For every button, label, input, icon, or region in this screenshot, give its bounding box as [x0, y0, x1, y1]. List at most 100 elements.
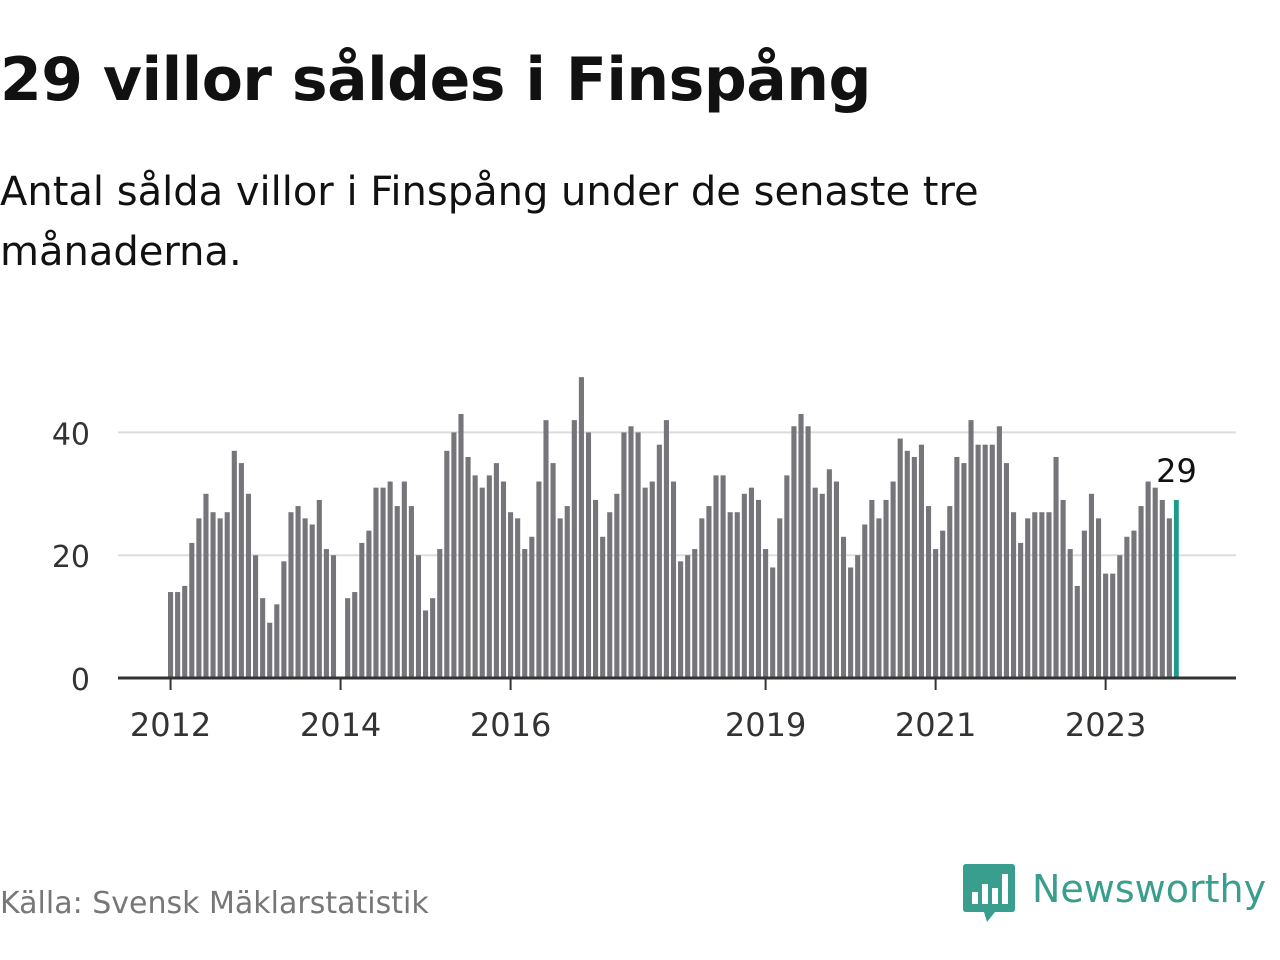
bar [182, 585, 188, 678]
bar [500, 481, 507, 678]
bar [529, 536, 535, 678]
bar [224, 512, 230, 678]
bar [1159, 499, 1165, 678]
bar [642, 487, 648, 678]
y-tick-label: 20 [52, 540, 90, 575]
bar [196, 518, 202, 678]
brand-name: Newsworthy [1032, 867, 1267, 911]
bar [1103, 573, 1109, 678]
bar [175, 592, 181, 678]
bar [359, 542, 365, 678]
bar [309, 524, 315, 678]
bar [593, 499, 599, 678]
bar [493, 463, 499, 678]
bar [614, 493, 620, 678]
bar [755, 499, 762, 678]
bar [1003, 463, 1009, 678]
bar [302, 518, 308, 678]
bar [947, 506, 953, 678]
bar [727, 512, 733, 678]
bar [1110, 573, 1116, 678]
bar [1018, 542, 1024, 678]
bar [260, 598, 266, 678]
bar [918, 444, 924, 678]
bar [1025, 518, 1031, 678]
bar [692, 549, 698, 678]
bar [408, 506, 414, 678]
bar [522, 549, 528, 678]
bar [734, 512, 740, 678]
bar [316, 499, 322, 678]
bar [387, 481, 393, 678]
bar [848, 567, 854, 678]
bar [330, 555, 337, 678]
bar [245, 493, 252, 678]
bar [1074, 585, 1080, 678]
bar [253, 555, 259, 678]
bar [904, 450, 910, 678]
bar [968, 420, 974, 678]
bar [989, 444, 995, 678]
bar [770, 567, 776, 678]
bar [444, 450, 450, 678]
bar [345, 598, 351, 678]
x-tick-labels: 2012 2014 2016 2019 2021 2023 [130, 678, 1146, 744]
brand-logo: Newsworthy [962, 862, 1266, 924]
bar [1067, 549, 1073, 678]
bar [975, 444, 981, 678]
bar [1152, 487, 1158, 678]
bar [1131, 530, 1137, 678]
x-tick-label: 2014 [300, 706, 381, 744]
bar [1166, 518, 1172, 678]
bar [869, 499, 875, 678]
bar [635, 432, 641, 678]
bar [798, 413, 804, 678]
bar [366, 530, 372, 678]
x-tick-label: 2016 [470, 706, 551, 744]
bar [557, 518, 563, 678]
x-tick-label: 2012 [130, 706, 211, 744]
bar [1088, 493, 1095, 678]
bar [1010, 512, 1017, 678]
bar [706, 506, 712, 678]
bar [748, 487, 754, 678]
bar [663, 420, 669, 678]
bar [1039, 512, 1045, 678]
bar [458, 413, 464, 678]
bar [550, 463, 556, 678]
bar [564, 506, 570, 678]
bar [274, 604, 280, 678]
bar [578, 377, 584, 678]
bar [373, 487, 379, 678]
bar [678, 561, 684, 678]
bar [536, 481, 542, 678]
bar [890, 481, 896, 678]
bar [883, 499, 889, 678]
highlight-value-label: 29 [1156, 452, 1197, 490]
bar [203, 493, 209, 678]
y-tick-label: 0 [71, 663, 90, 698]
bar [281, 561, 287, 678]
bar [685, 555, 691, 678]
bar [430, 598, 436, 678]
bar [380, 487, 386, 678]
bar [961, 463, 967, 678]
gridlines [118, 431, 1236, 557]
bar [656, 444, 662, 678]
bar [1081, 530, 1087, 678]
bar [1046, 512, 1052, 678]
bar [508, 512, 514, 678]
bar [267, 622, 273, 678]
bar [819, 493, 825, 678]
bar [777, 518, 783, 678]
bars [168, 377, 1179, 678]
bar [415, 555, 422, 678]
bar [465, 456, 471, 678]
bar [741, 493, 747, 678]
bar [911, 456, 917, 678]
source-note: Källa: Svensk Mäklarstatistik [0, 886, 429, 921]
bar [543, 420, 549, 678]
bar [876, 518, 882, 678]
bar [670, 481, 677, 678]
x-tick-label: 2021 [895, 706, 976, 744]
